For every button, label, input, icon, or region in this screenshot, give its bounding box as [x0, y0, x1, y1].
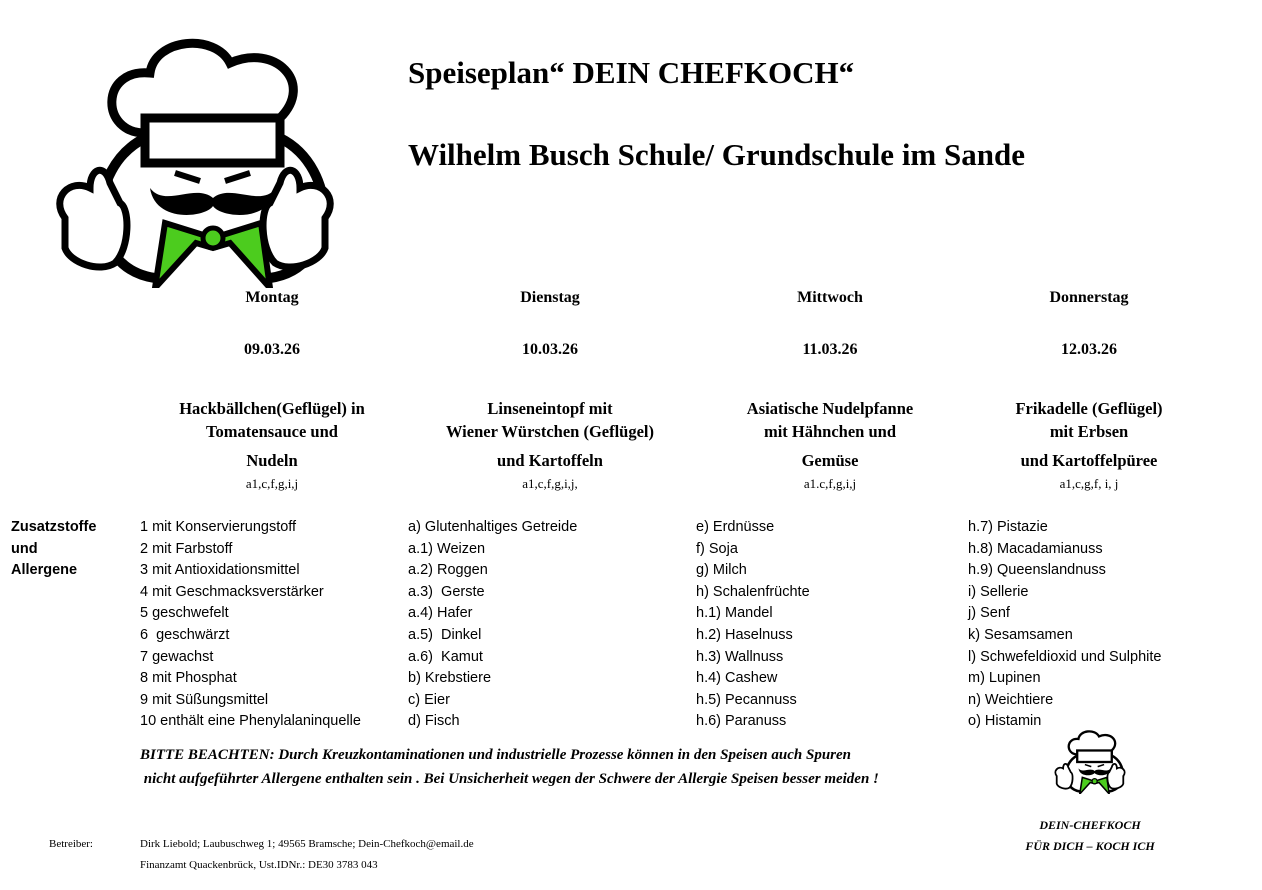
allergen-column: e) Erdnüsse f) Soja g) Milch h) Schalenfrüc…: [696, 517, 810, 733]
chef-logo-small: [1048, 730, 1132, 794]
school-name: Wilhelm Busch Schule/ Grundschule im San…: [408, 137, 1025, 172]
allergen-item: m) Lupinen: [968, 670, 1041, 687]
meal-line: mit Erbsen: [1049, 422, 1129, 441]
allergen-codes: a1,c,g,f, i, j: [1059, 476, 1119, 491]
allergen-item: g) Milch: [696, 562, 747, 579]
meal-line: Tomatensauce und: [206, 422, 338, 441]
day-date: 09.03.26: [244, 341, 300, 358]
meal-line: Wiener Würstchen (Geflügel): [445, 422, 655, 441]
allergen-item: h.7) Pistazie: [968, 519, 1048, 535]
allergen-column: h.7) Pistazie h.8) Macadamianuss h.9) Quee…: [968, 517, 1161, 733]
page-title: Speiseplan“ DEIN CHEFKOCH“: [408, 55, 855, 90]
allergen-item: d) Fisch: [408, 713, 460, 730]
allergen-item: 7 gewachst: [140, 648, 214, 665]
operator-tax: Finanzamt Quackenbrück, Ust.IDNr.: DE30 …: [140, 859, 378, 871]
allergen-item: b) Krebstiere: [408, 670, 492, 687]
meal-description: Hackbällchen(Geflügel) in Tomatensauce u…: [132, 397, 412, 495]
allergen-item: 3 mit Antioxidationsmittel: [140, 562, 300, 579]
meal-description: Frikadelle (Geflügel) mit Erbsen und Kar…: [949, 397, 1229, 495]
allergen-item: a.6) Kamut: [408, 648, 483, 665]
allergen-item: a.1) Weizen: [408, 540, 486, 557]
allergen-item: a.5) Dinkel: [408, 626, 482, 643]
allergen-item: 8 mit Phosphat: [140, 670, 237, 687]
brand-name: DEIN-CHEFKOCH: [1039, 818, 1141, 832]
allergen-column: a) Glutenhaltiges Getreide a.1) Weizen a.2…: [408, 517, 577, 733]
day-name: Mittwoch: [797, 289, 863, 306]
day-date: 10.03.26: [522, 341, 578, 358]
meal-line: und Kartoffeln: [497, 451, 603, 470]
day-name: Montag: [245, 289, 299, 306]
meal-line: Nudeln: [246, 451, 298, 470]
day-name: Donnerstag: [1049, 289, 1129, 306]
meal-line: mit Hähnchen und: [763, 422, 897, 441]
allergen-item: h) Schalenfrüchte: [696, 583, 810, 600]
allergen-item: h.3) Wallnuss: [696, 648, 784, 665]
day-name: Dienstag: [520, 289, 580, 306]
allergen-item: a.2) Roggen: [408, 562, 488, 579]
meal-line: Gemüse: [801, 451, 859, 470]
allergen-item: k) Sesamsamen: [968, 626, 1073, 643]
allergen-item: l) Schwefeldioxid und Sulphite: [968, 648, 1162, 665]
allergen-column: 1 mit Konservierungstoff 2 mit Farbstoff 3…: [140, 517, 361, 733]
meal-description: Linseneintopf mit Wiener Würstchen (Gefl…: [410, 397, 690, 495]
allergen-item: h.9) Queenslandnuss: [968, 562, 1106, 579]
meal-line: Asiatische Nudelpfanne: [746, 399, 914, 418]
allergen-item: j) Senf: [968, 605, 1010, 622]
meal-line: Hackbällchen(Geflügel) in: [179, 399, 365, 418]
allergen-item: h.6) Paranuss: [696, 713, 787, 730]
allergen-item: c) Eier: [408, 691, 450, 708]
meal-line: Frikadelle (Geflügel): [1015, 399, 1163, 418]
allergen-item: i) Sellerie: [968, 583, 1029, 600]
allergen-item: 4 mit Geschmacksverstärker: [140, 583, 324, 600]
allergen-item: h.1) Mandel: [696, 605, 773, 622]
chef-logo: [45, 38, 345, 288]
allergen-codes: a1.c,f,g,i,j: [803, 476, 857, 491]
allergen-item: 2 mit Farbstoff: [140, 540, 233, 557]
allergen-item: n) Weichtiere: [968, 691, 1054, 708]
operator-label: Betreiber:: [49, 838, 93, 850]
allergen-codes: a1,c,f,g,i,j,: [522, 476, 578, 491]
allergen-item: 5 geschwefelt: [140, 605, 229, 622]
label-line: Allergene: [11, 562, 78, 579]
allergen-item: a.3) Gerste: [408, 583, 485, 600]
notice-line: nicht aufgeführter Allergene enthalten s…: [140, 771, 879, 787]
allergen-item: a.4) Hafer: [408, 605, 473, 622]
meal-description: Asiatische Nudelpfanne mit Hähnchen und …: [690, 397, 970, 495]
brand-block: DEIN-CHEFKOCH FÜR DICH – KOCH ICH: [1000, 815, 1180, 857]
allergen-item: h.4) Cashew: [696, 670, 778, 687]
allergen-item: f) Soja: [696, 540, 738, 557]
allergen-item: h.5) Pecannuss: [696, 691, 797, 708]
allergen-item: h.2) Haselnuss: [696, 626, 793, 643]
label-line: und: [11, 540, 38, 557]
meal-line: Linseneintopf mit: [487, 399, 613, 418]
label-line: Zusatzstoffe: [11, 519, 97, 535]
allergen-codes: a1,c,f,g,i,j: [245, 476, 299, 491]
allergen-item: 9 mit Süßungsmittel: [140, 691, 269, 708]
allergen-item: 6 geschwärzt: [140, 626, 230, 643]
allergen-item: 1 mit Konservierungstoff: [140, 519, 297, 535]
allergens-heading: Zusatzstoffe und Allergene: [11, 517, 96, 582]
day-date: 11.03.26: [802, 341, 858, 358]
allergen-item: h.8) Macadamianuss: [968, 540, 1103, 557]
meal-line: und Kartoffelpüree: [1020, 451, 1158, 470]
allergen-item: o) Histamin: [968, 713, 1042, 730]
allergen-item: a) Glutenhaltiges Getreide: [408, 519, 578, 535]
notice-line: BITTE BEACHTEN: Durch Kreuzkontamination…: [140, 747, 851, 763]
allergy-notice: BITTE BEACHTEN: Durch Kreuzkontamination…: [140, 743, 879, 791]
operator-address: Dirk Liebold; Laubuschweg 1; 49565 Brams…: [140, 838, 474, 850]
allergen-item: e) Erdnüsse: [696, 519, 775, 535]
brand-slogan: FÜR DICH – KOCH ICH: [1025, 839, 1155, 853]
day-date: 12.03.26: [1061, 341, 1117, 358]
allergen-item: 10 enthält eine Phenylalaninquelle: [140, 713, 361, 730]
